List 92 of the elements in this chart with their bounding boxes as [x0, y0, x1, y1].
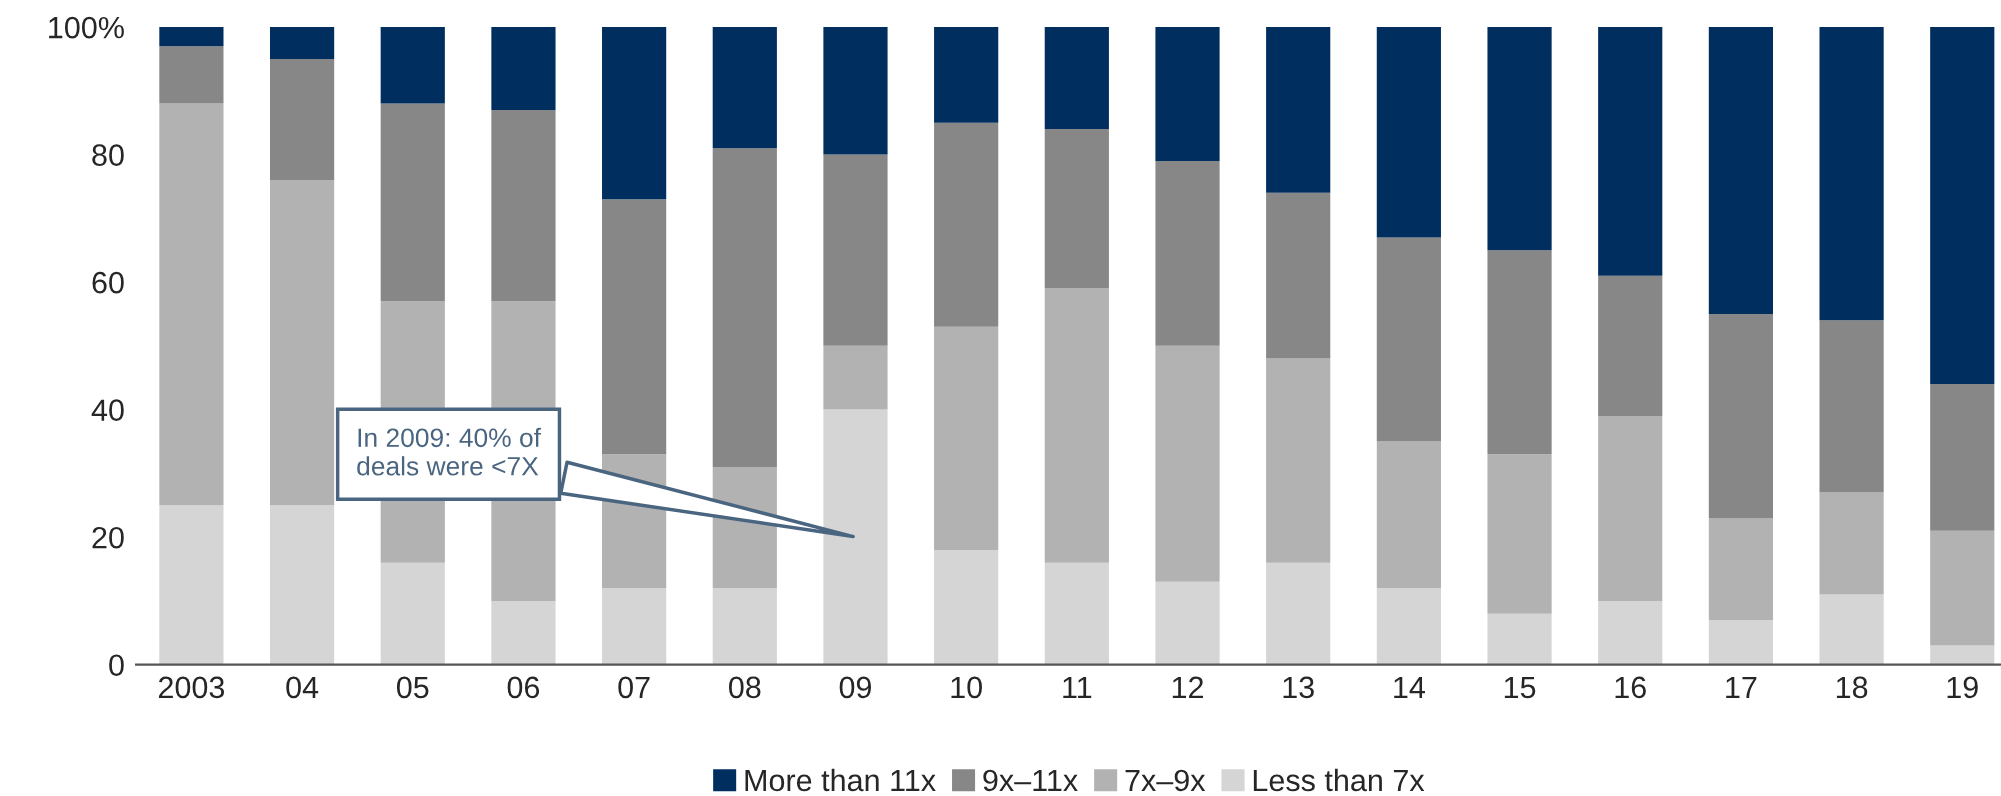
x-tick-label: 14	[1394, 676, 1425, 698]
x-tick-label: 16	[1615, 676, 1646, 699]
bar	[380, 103, 445, 302]
legend-label: More than 11x	[745, 768, 936, 792]
bar	[712, 148, 777, 468]
bar	[1155, 160, 1220, 346]
bar	[712, 27, 777, 149]
bar	[491, 600, 556, 665]
bar	[491, 109, 556, 302]
bar	[159, 46, 224, 104]
bar	[1155, 581, 1220, 665]
bar	[1266, 562, 1331, 665]
x-tick-label: 15	[1504, 676, 1536, 699]
bar	[1598, 275, 1663, 416]
bar	[1487, 250, 1552, 455]
x-tick-label: 11	[1063, 676, 1092, 698]
bar	[934, 549, 999, 665]
bar	[380, 562, 445, 665]
bar	[1266, 358, 1331, 563]
x-tick-label: 10	[951, 676, 982, 699]
bar	[823, 345, 888, 410]
x-tick-label: 12	[1172, 676, 1203, 698]
bar	[491, 27, 556, 110]
bar	[934, 27, 999, 123]
bar	[269, 180, 335, 506]
bar	[1819, 320, 1884, 493]
bar	[1376, 27, 1441, 238]
bar	[1819, 594, 1884, 665]
bar	[1044, 288, 1109, 563]
x-tick-label: 17	[1726, 676, 1757, 698]
bar	[1598, 416, 1663, 601]
bar	[1155, 345, 1220, 582]
x-tick-label: 13	[1283, 676, 1314, 699]
bar	[823, 154, 888, 346]
bar	[1598, 27, 1663, 276]
bar	[1487, 613, 1552, 665]
bar	[1155, 27, 1220, 161]
bar	[1266, 27, 1331, 193]
bar	[1708, 518, 1773, 621]
bar	[934, 326, 999, 550]
bar	[1930, 530, 1995, 646]
x-tick-label: 19	[1947, 676, 1978, 699]
bar	[1708, 620, 1773, 665]
x-tick-label: 05	[396, 676, 429, 699]
x-tick-label: 2003	[158, 676, 225, 699]
bar	[602, 588, 667, 665]
bar	[159, 505, 224, 665]
bar	[1487, 454, 1552, 614]
x-tick-label: 06	[507, 676, 540, 699]
bar	[1708, 313, 1773, 519]
bar	[269, 58, 335, 181]
bar	[1930, 384, 1995, 531]
bar	[602, 27, 667, 200]
bar	[602, 199, 667, 455]
bar	[1376, 237, 1441, 442]
bar	[1819, 27, 1884, 321]
y-tick-label: 20	[92, 526, 124, 549]
annotation: In 2009: 40% of deals were <7X	[357, 427, 542, 476]
x-tick-label: 04	[286, 676, 319, 699]
bar	[1044, 129, 1109, 289]
bar	[1930, 645, 1995, 665]
legend-label: Less than 7x	[1253, 768, 1425, 792]
bar	[269, 505, 335, 665]
y-tick-label: 40	[91, 399, 124, 421]
bar	[1708, 27, 1773, 314]
x-tick-label: 18	[1836, 676, 1868, 699]
y-tick-label: 60	[92, 271, 124, 294]
x-tick-label: 08	[729, 676, 761, 699]
y-tick-label: 100%	[49, 16, 124, 39]
bar	[1376, 441, 1441, 589]
bar	[823, 409, 888, 665]
bar	[934, 122, 999, 327]
bar	[823, 27, 888, 155]
bar	[1266, 192, 1331, 359]
bar	[712, 588, 777, 665]
bar	[1598, 600, 1663, 665]
bar	[1376, 588, 1441, 665]
legend-label: 9x–11x	[983, 769, 1078, 792]
y-tick-label: 80	[92, 144, 124, 166]
bar	[1044, 27, 1109, 130]
bar	[159, 27, 224, 47]
bar	[380, 27, 445, 104]
legend-label: 7x–9x	[1125, 769, 1206, 792]
bar	[1487, 27, 1552, 251]
x-tick-label: 09	[839, 676, 872, 699]
y-tick-label: 0	[109, 654, 124, 677]
bar	[1044, 562, 1109, 665]
x-tick-label: 07	[618, 676, 650, 699]
bar	[1819, 492, 1884, 595]
bar	[1930, 27, 1995, 385]
bar	[159, 103, 224, 506]
bar	[269, 27, 335, 59]
